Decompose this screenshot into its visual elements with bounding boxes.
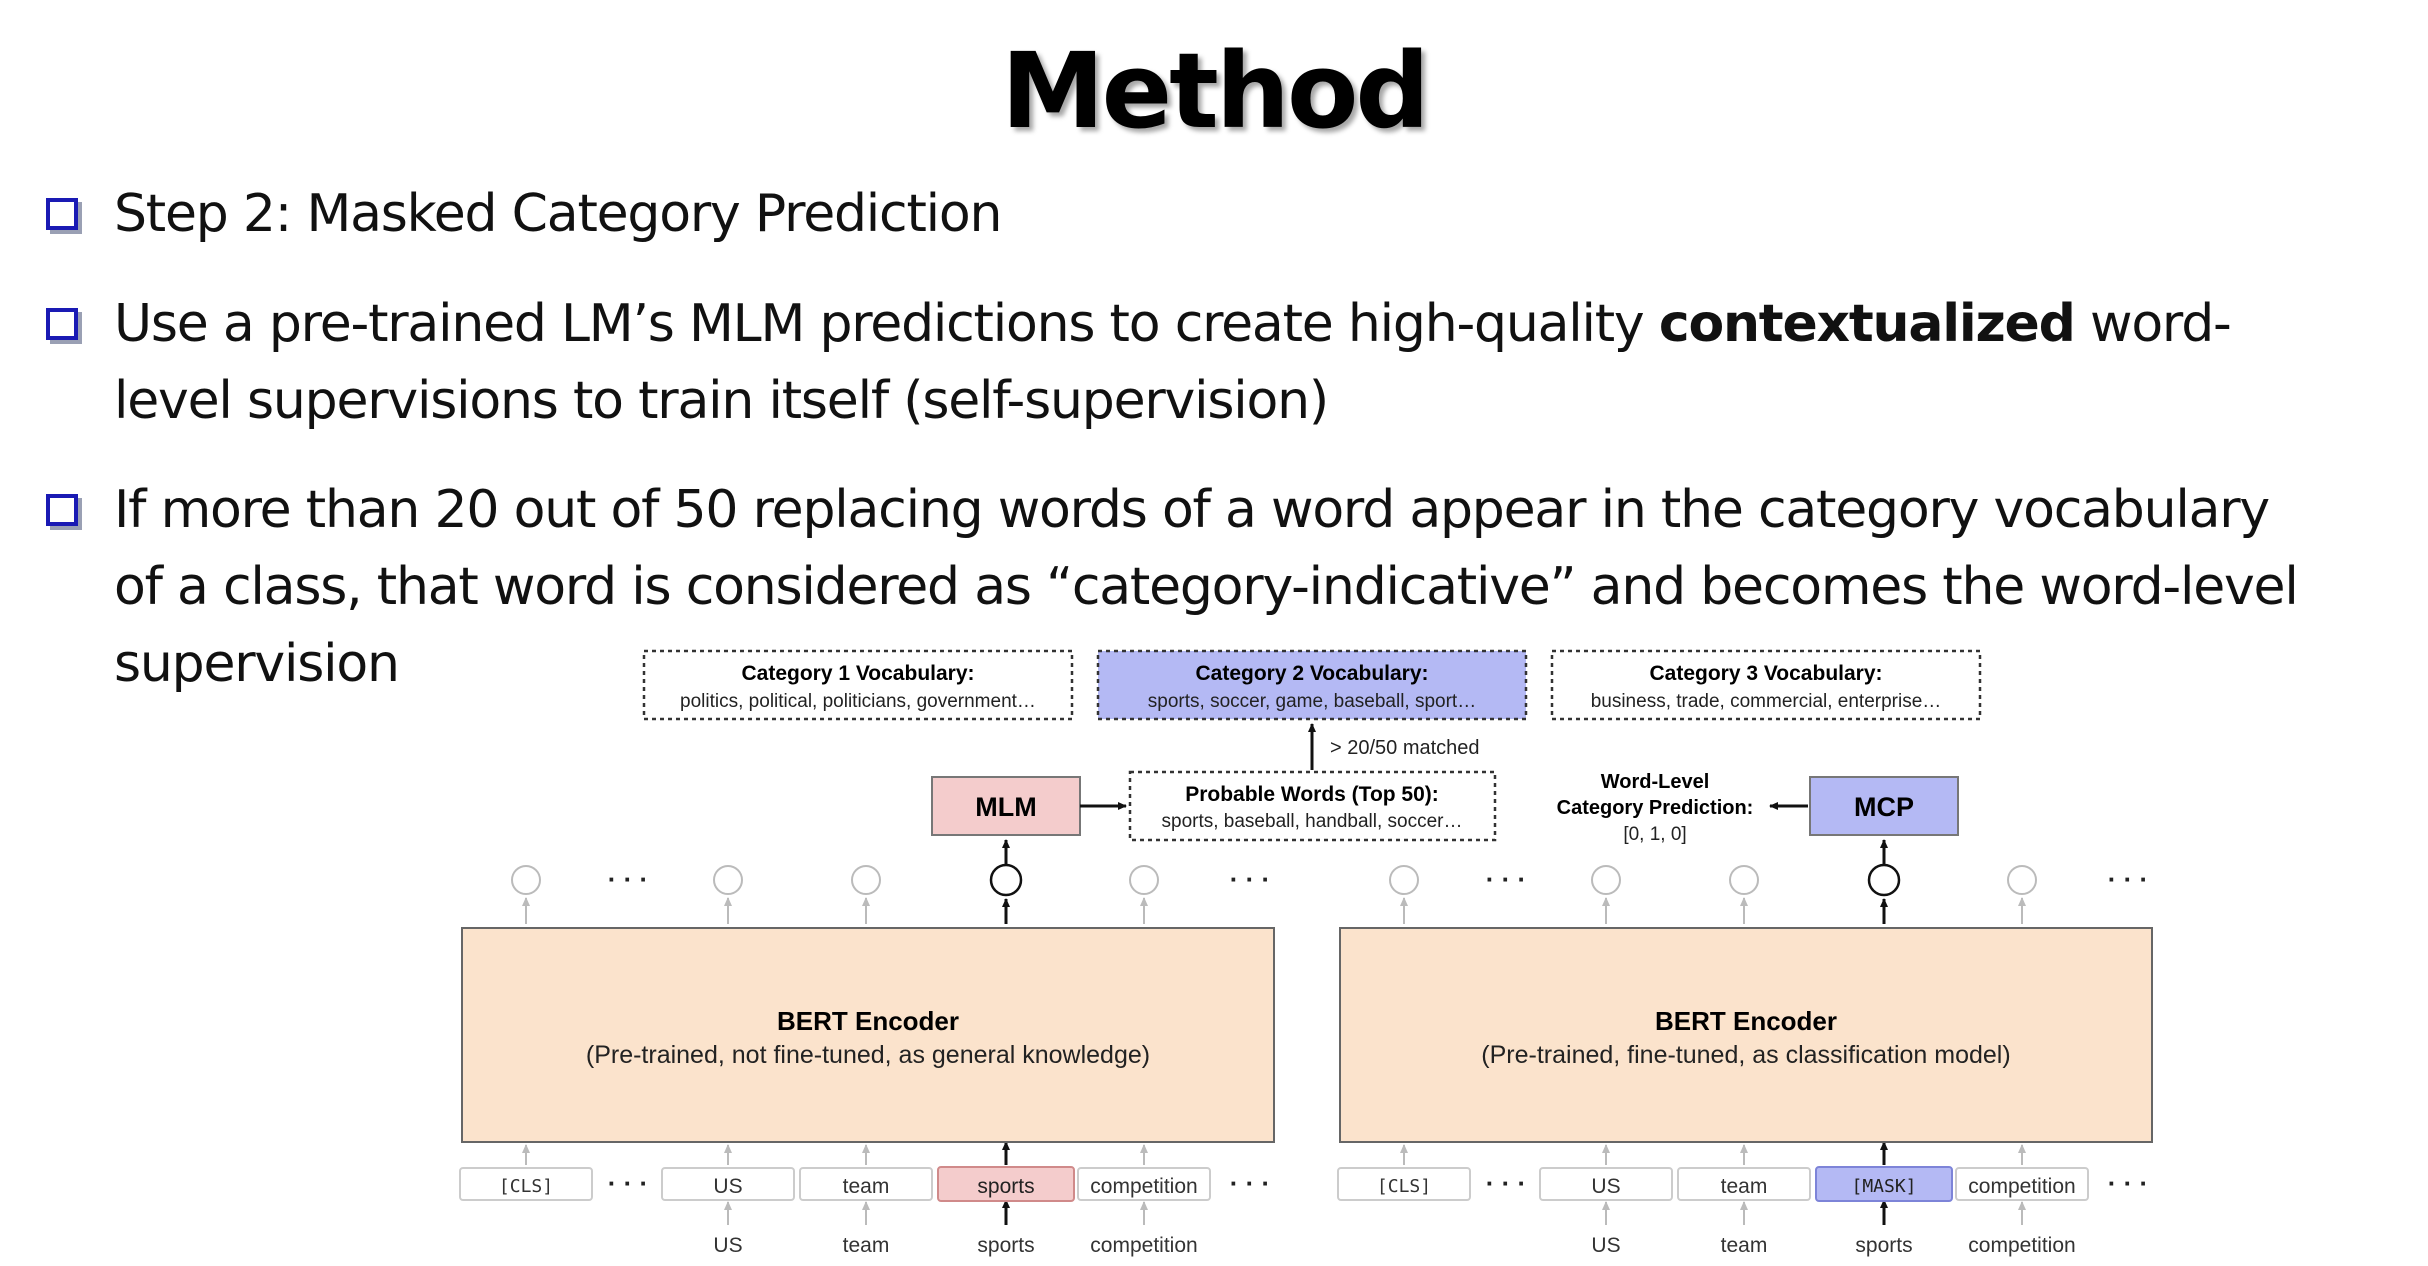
- input-word: team: [1721, 1234, 1768, 1257]
- input-word: sports: [1855, 1234, 1912, 1257]
- input-word: competition: [1090, 1234, 1197, 1257]
- bullet-3-line2: of a class, that word is considered as “…: [114, 557, 2299, 617]
- output-node: [1389, 865, 1419, 895]
- bullet-2-before: Use a pre-trained LM’s MLM predictions t…: [114, 294, 1659, 354]
- probable-words-list: sports, baseball, handball, soccer…: [1162, 811, 1463, 832]
- bullet-text-1: Step 2: Masked Category Prediction: [114, 176, 2414, 253]
- ellipsis: · · ·: [2108, 1168, 2148, 1198]
- category-3-title: Category 3 Vocabulary:: [1649, 662, 1882, 685]
- output-node: [713, 865, 743, 895]
- right-encoder-subtitle: (Pre-trained, fine-tuned, as classificat…: [1481, 1041, 2010, 1069]
- category-3-words: business, trade, commercial, enterprise…: [1591, 691, 1942, 712]
- bullet-text-3: If more than 20 out of 50 replacing word…: [114, 472, 2414, 703]
- mlm-box: MLM: [931, 776, 1081, 836]
- token-cls: [CLS]: [1377, 1176, 1431, 1197]
- ellipsis: · · ·: [2108, 864, 2148, 894]
- ellipsis: · · ·: [608, 864, 648, 894]
- probable-words-box: Probable Words (Top 50): sports, basebal…: [1128, 770, 1497, 842]
- output-node: [1591, 865, 1621, 895]
- left-encoder-subtitle: (Pre-trained, not fine-tuned, as general…: [586, 1041, 1150, 1069]
- category-1-title: Category 1 Vocabulary:: [741, 662, 974, 685]
- token-competition: competition: [1968, 1175, 2075, 1198]
- bullet-1-line: Step 2: Masked Category Prediction: [114, 184, 1002, 244]
- bullet-icon: [46, 494, 78, 526]
- output-node: [511, 865, 541, 895]
- token-team: team: [1721, 1175, 1768, 1198]
- left-input-words: US team sports competition: [713, 1234, 1197, 1257]
- category-1-vocabulary-box: Category 1 Vocabulary: politics, politic…: [642, 649, 1074, 721]
- output-node: [2007, 865, 2037, 895]
- mcp-label: MCP: [1854, 792, 1914, 822]
- left-bert-encoder: BERT Encoder (Pre-trained, not fine-tune…: [461, 927, 1275, 1143]
- left-encoder-title: BERT Encoder: [777, 1006, 959, 1036]
- category-1-words: politics, political, politicians, govern…: [680, 691, 1036, 712]
- right-token-row: [CLS] US team [MASK] competition: [1337, 1166, 2089, 1202]
- ellipsis: · · ·: [1486, 1168, 1526, 1198]
- bullet-2-after: word-: [2074, 294, 2232, 354]
- input-word: US: [1591, 1234, 1620, 1257]
- token-sports-highlighted: sports: [977, 1175, 1034, 1198]
- token-us: US: [1591, 1175, 1620, 1198]
- probable-words-title: Probable Words (Top 50):: [1185, 783, 1439, 806]
- output-node-active: [989, 863, 1023, 897]
- token-cls: [CLS]: [499, 1176, 553, 1197]
- input-word: competition: [1968, 1234, 2075, 1257]
- output-node: [851, 865, 881, 895]
- word-level-line2: Category Prediction:: [1557, 797, 1754, 819]
- active-path-arrows: [1002, 839, 1888, 1225]
- right-output-nodes: [1389, 863, 2037, 897]
- ellipsis: · · ·: [1230, 1168, 1270, 1198]
- left-token-row: [CLS] US team sports competition: [459, 1166, 1211, 1202]
- mlm-label: MLM: [975, 792, 1036, 822]
- ellipsis: · · ·: [1486, 864, 1526, 894]
- input-word: team: [843, 1234, 890, 1257]
- encoder-output-arrows: [522, 897, 2026, 924]
- ellipsis: · · ·: [1230, 864, 1270, 894]
- category-2-title: Category 2 Vocabulary:: [1195, 662, 1428, 685]
- bullet-icon: [46, 198, 78, 230]
- bullet-icon: [46, 308, 78, 340]
- right-input-words: US team sports competition: [1591, 1234, 2075, 1257]
- right-bert-encoder: BERT Encoder (Pre-trained, fine-tuned, a…: [1339, 927, 2153, 1143]
- bullet-2-line2: level supervisions to train itself (self…: [114, 371, 1329, 431]
- token-competition: competition: [1090, 1175, 1197, 1198]
- category-3-vocabulary-box: Category 3 Vocabulary: business, trade, …: [1550, 649, 1982, 721]
- bullet-2-bold: contextualized: [1658, 294, 2076, 354]
- bullet-3-line1: If more than 20 out of 50 replacing word…: [114, 480, 2270, 540]
- token-us: US: [713, 1175, 742, 1198]
- bullet-3-line3: supervision: [114, 634, 400, 694]
- category-2-words: sports, soccer, game, baseball, sport…: [1148, 691, 1476, 712]
- token-mask-highlighted: [MASK]: [1851, 1176, 1916, 1197]
- token-team: team: [843, 1175, 890, 1198]
- output-node: [1129, 865, 1159, 895]
- input-word: US: [713, 1234, 742, 1257]
- ellipsis: · · ·: [608, 1168, 648, 1198]
- matched-label: > 20/50 matched: [1330, 737, 1480, 759]
- mcp-box: MCP: [1809, 776, 1959, 836]
- slide-title: Method: [1001, 30, 1430, 152]
- category-2-vocabulary-box: Category 2 Vocabulary: sports, soccer, g…: [1096, 649, 1528, 721]
- output-node-active: [1867, 863, 1901, 897]
- word-level-vector: [0, 1, 0]: [1623, 824, 1686, 845]
- left-output-nodes: [511, 863, 1159, 897]
- token-input-arrows: [522, 1144, 2026, 1225]
- input-word: sports: [977, 1234, 1034, 1257]
- bullet-text-2: Use a pre-trained LM’s MLM predictions t…: [114, 286, 2414, 440]
- output-node: [1729, 865, 1759, 895]
- word-level-line1: Word-Level: [1601, 771, 1710, 793]
- right-encoder-title: BERT Encoder: [1655, 1006, 1837, 1036]
